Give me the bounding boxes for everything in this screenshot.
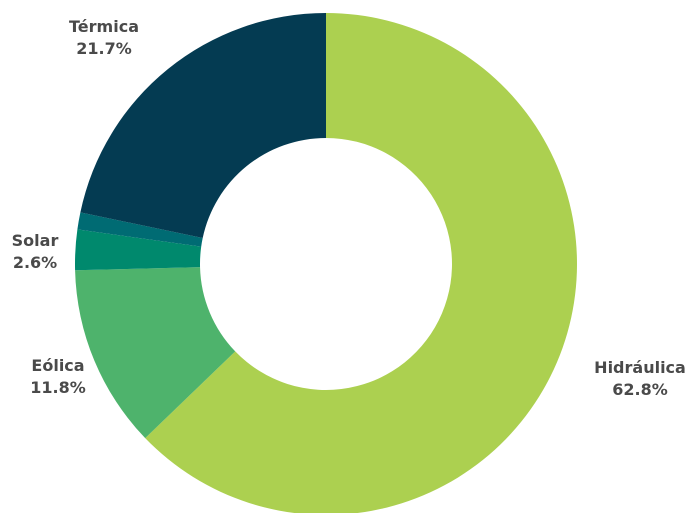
label-hidraulica-name: Hidráulica — [594, 358, 686, 377]
label-solar-name: Solar — [11, 231, 59, 250]
slice-termica — [80, 13, 326, 239]
label-eolica-name: Eólica — [31, 356, 85, 375]
slice-otra — [77, 212, 203, 247]
slice-solar — [74, 229, 202, 271]
label-solar: Solar 2.6% — [4, 230, 66, 274]
label-termica: Térmica 21.7% — [58, 16, 150, 60]
label-eolica: Eólica 11.8% — [22, 355, 94, 399]
label-termica-name: Térmica — [69, 17, 139, 36]
label-solar-value: 2.6% — [12, 253, 58, 272]
label-eolica-value: 11.8% — [30, 378, 86, 397]
slice-hidraulica — [145, 13, 577, 513]
label-hidraulica-value: 62.8% — [612, 380, 668, 399]
slice-eolica — [75, 267, 236, 439]
label-termica-value: 21.7% — [76, 39, 132, 58]
label-hidraulica: Hidráulica 62.8% — [588, 357, 692, 401]
